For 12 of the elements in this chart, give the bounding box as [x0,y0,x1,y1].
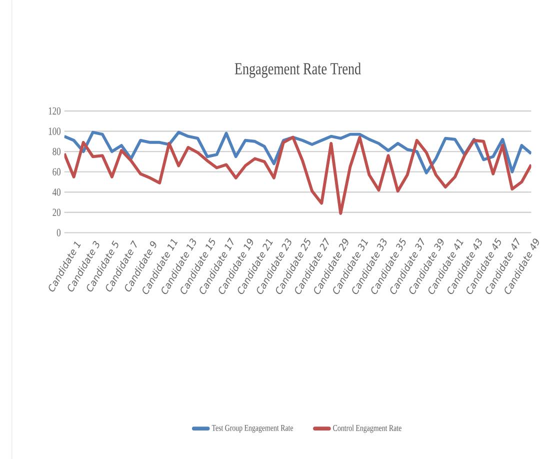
y-tick-label: 100 [48,127,60,135]
line-series [64,136,532,215]
y-tick-label: 60 [52,168,60,176]
y-tick-label: 0 [56,228,60,236]
y-tick-label: 80 [52,148,60,156]
legend-label: Test Group Engagement Rate [212,424,294,432]
y-tick-label: 120 [48,107,60,114]
chart-title: Engagement Rate Trend [234,62,361,78]
line-series [64,130,532,174]
y-tick-label: 20 [52,208,60,216]
y-tick-label: 40 [52,188,60,196]
legend-label: Control Engagment Rate [333,424,402,433]
